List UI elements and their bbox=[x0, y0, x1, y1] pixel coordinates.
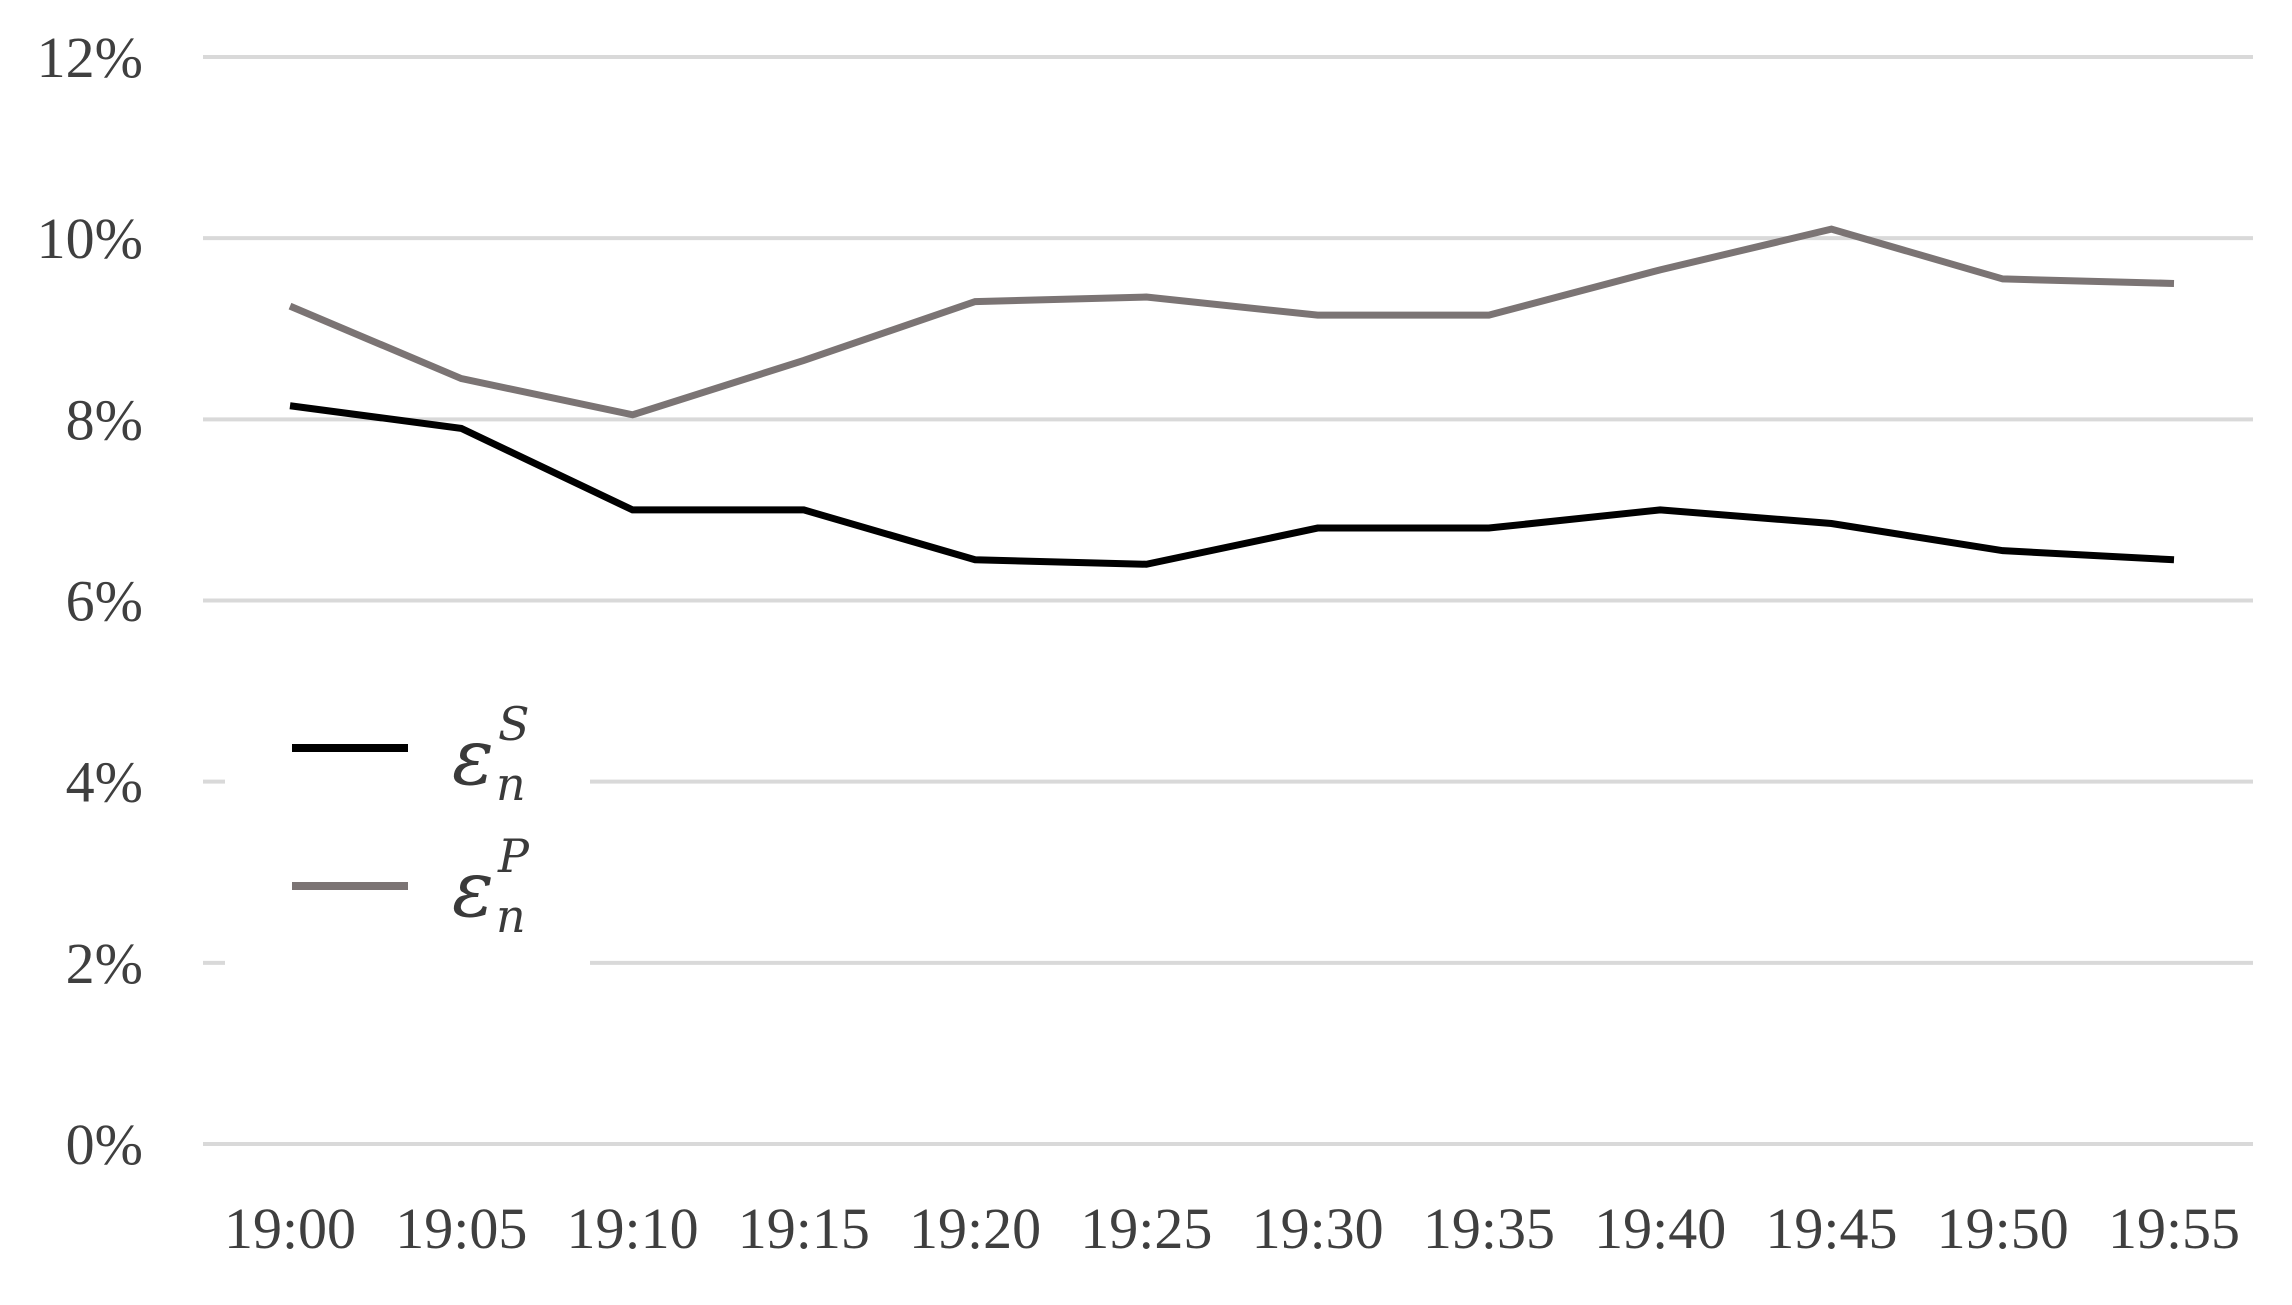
x-axis-tick: 19:55 bbox=[2108, 1196, 2240, 1261]
x-axis-tick: 19:10 bbox=[566, 1196, 698, 1261]
y-axis-tick: 0% bbox=[66, 1112, 143, 1177]
x-axis-tick: 19:40 bbox=[1594, 1196, 1726, 1261]
y-axis-tick: 10% bbox=[37, 206, 143, 271]
x-axis-tick: 19:45 bbox=[1765, 1196, 1897, 1261]
legend-label-sub-epsilon-n-P: n bbox=[496, 889, 526, 943]
legend-label-epsilon-n-P: ε bbox=[452, 845, 494, 935]
y-axis-tick: 4% bbox=[66, 750, 143, 815]
series-line-epsilon-n-S bbox=[289, 402, 2175, 568]
x-axis-tick: 19:25 bbox=[1080, 1196, 1212, 1261]
legend-label-sup-epsilon-n-P: P bbox=[497, 829, 530, 883]
x-axis-tick: 19:05 bbox=[395, 1196, 527, 1261]
x-axis-tick: 19:35 bbox=[1423, 1196, 1555, 1261]
x-axis-tick: 19:20 bbox=[909, 1196, 1041, 1261]
series-line-epsilon-n-P bbox=[288, 225, 2175, 419]
y-axis-tick: 6% bbox=[66, 569, 143, 634]
y-axis-tick: 12% bbox=[37, 25, 143, 90]
x-axis-tick: 19:15 bbox=[738, 1196, 870, 1261]
legend-background bbox=[225, 655, 590, 975]
x-axis-tick: 19:00 bbox=[224, 1196, 356, 1261]
x-axis-tick: 19:50 bbox=[1937, 1196, 2069, 1261]
legend-label-sup-epsilon-n-S: S bbox=[498, 697, 530, 751]
y-axis-tick: 2% bbox=[66, 931, 143, 996]
y-axis-tick: 8% bbox=[66, 387, 143, 452]
x-axis-tick: 19:30 bbox=[1252, 1196, 1384, 1261]
legend-label-sub-epsilon-n-S: n bbox=[496, 757, 526, 811]
legend-label-epsilon-n-S: ε bbox=[452, 713, 494, 803]
